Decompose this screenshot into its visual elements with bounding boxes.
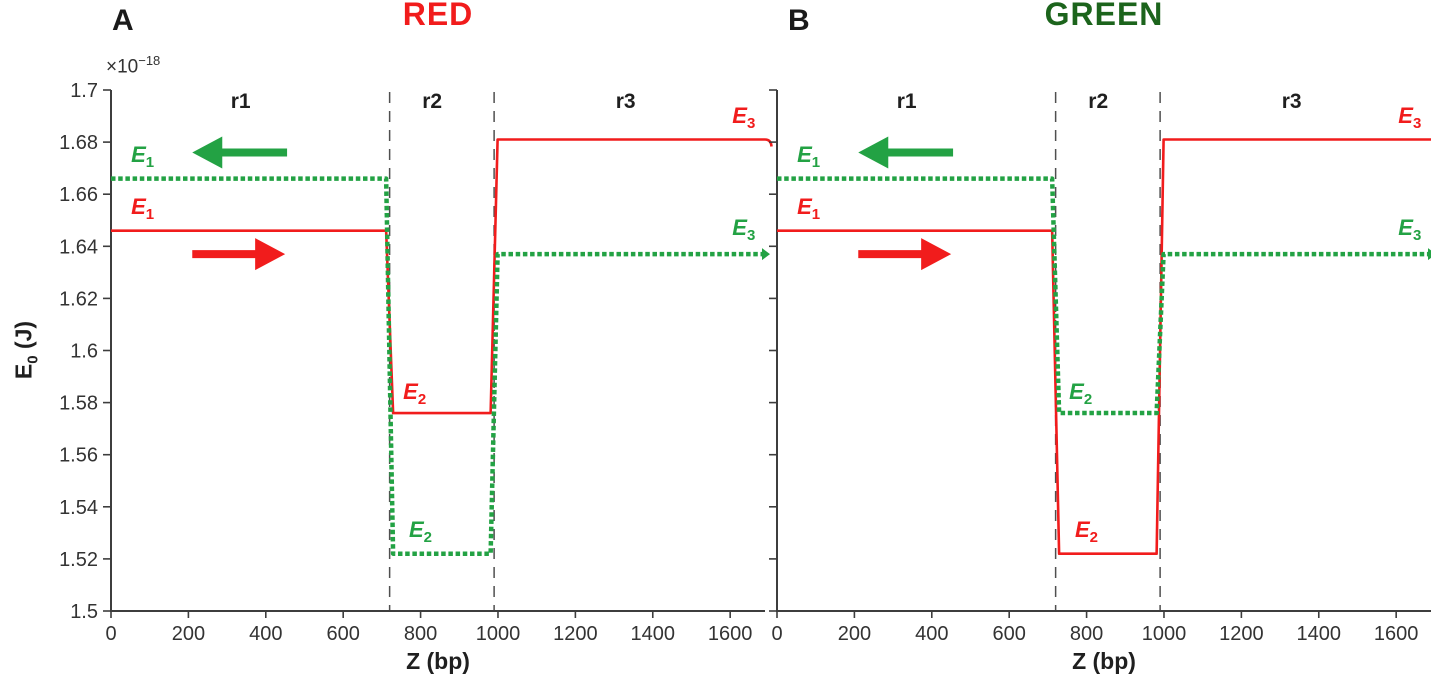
curve-red-solid <box>111 138 773 415</box>
direction-arrow-green-left <box>858 136 954 169</box>
y-label-unit: (J) <box>10 320 37 356</box>
y-tick-label: 1.5 <box>70 601 98 623</box>
curve-green-dotted <box>111 176 765 556</box>
x-tick-label: 1400 <box>631 623 676 645</box>
region-label-r3: r3 <box>1282 90 1302 113</box>
direction-arrow-red-right <box>858 238 952 271</box>
energy-level-label-E3-red: E3 <box>732 103 755 132</box>
energy-level-label-E1-red: E1 <box>131 194 154 223</box>
x-tick-label: 200 <box>172 623 205 645</box>
x-tick-label: 0 <box>771 623 782 645</box>
y-axis-label: E0 (J) <box>11 321 42 379</box>
panel-a-title: RED <box>402 0 474 32</box>
panel-b-letter: B <box>788 4 810 37</box>
y-tick-label: 1.62 <box>59 288 98 310</box>
panel-b: r1 r2 r3 0 200 400 600 800 1000 1200 1400 1600 E1 E1 E… <box>769 89 1431 645</box>
energy-level-label-E2-red: E2 <box>1075 517 1098 546</box>
x-tick-label: 1000 <box>1142 623 1187 645</box>
y-tick-label: 1.56 <box>59 445 98 467</box>
curve-red-solid <box>777 138 1431 555</box>
axis-spines <box>110 90 765 612</box>
energy-level-label-E1-green: E1 <box>797 142 820 171</box>
x-tick-label: 1600 <box>708 623 753 645</box>
y-tick-label: 1.6 <box>70 341 98 363</box>
x-tick-label: 600 <box>993 623 1026 645</box>
x-tick-label: 1200 <box>553 623 598 645</box>
x-tick-label: 400 <box>915 623 948 645</box>
energy-level-label-E3-red: E3 <box>1398 103 1421 132</box>
energy-level-label-E2-red: E2 <box>403 379 426 408</box>
x-tick-label: 1000 <box>476 623 521 645</box>
x-tick-label: 400 <box>249 623 282 645</box>
exponent-base: ×10 <box>106 56 139 78</box>
region-label-r2: r2 <box>422 90 442 113</box>
x-tick-label: 200 <box>838 623 871 645</box>
curve-end-arrowhead <box>1428 248 1431 261</box>
y-tick-label: 1.58 <box>59 393 98 415</box>
panel-a-letter: A <box>112 4 134 37</box>
x-tick-label: 600 <box>327 623 360 645</box>
region-label-r3: r3 <box>616 90 636 113</box>
energy-level-label-E2-green: E2 <box>1069 379 1092 408</box>
y-label-base: E <box>10 363 37 380</box>
y-tick-label: 1.54 <box>59 497 98 519</box>
energy-level-label-E1-green: E1 <box>131 142 154 171</box>
panel-b-x-axis-label: Z (bp) <box>1072 648 1136 674</box>
energy-level-label-E3-green: E3 <box>1398 215 1421 244</box>
region-label-r1: r1 <box>897 90 917 113</box>
y-axis-exponent-label: ×10−18 <box>106 53 160 78</box>
panel-a-x-axis-label: Z (bp) <box>406 648 470 674</box>
energy-level-label-E3-green: E3 <box>732 215 755 244</box>
x-tick-label: 800 <box>1070 623 1103 645</box>
y-tick-label: 1.64 <box>59 236 98 258</box>
energy-level-label-E2-green: E2 <box>409 517 432 546</box>
curve-green-dotted <box>777 176 1431 416</box>
panel-a: r1 r2 r3 0 200 400 600 800 1000 1200 1400 1600 1.7 1.… <box>59 80 773 645</box>
x-tick-label: 1200 <box>1219 623 1264 645</box>
x-tick-label: 1600 <box>1374 623 1419 645</box>
x-tick-label: 0 <box>105 623 116 645</box>
panel-b-title: GREEN <box>1044 0 1164 32</box>
y-tick-label: 1.66 <box>59 184 98 206</box>
region-label-r2: r2 <box>1088 90 1108 113</box>
region-label-r1: r1 <box>231 90 251 113</box>
direction-arrow-green-left <box>192 136 288 169</box>
y-label-sub: 0 <box>24 355 42 364</box>
exponent-power: −18 <box>138 53 161 68</box>
axis-spines <box>776 90 1431 612</box>
curve-end-arrowhead <box>762 248 770 261</box>
y-tick-label: 1.52 <box>59 549 98 571</box>
direction-arrow-red-right <box>192 238 286 271</box>
y-tick-label: 1.68 <box>59 132 98 154</box>
x-tick-label: 1400 <box>1297 623 1342 645</box>
y-tick-label: 1.7 <box>70 80 98 102</box>
x-tick-label: 800 <box>404 623 437 645</box>
energy-level-label-E1-red: E1 <box>797 194 820 223</box>
